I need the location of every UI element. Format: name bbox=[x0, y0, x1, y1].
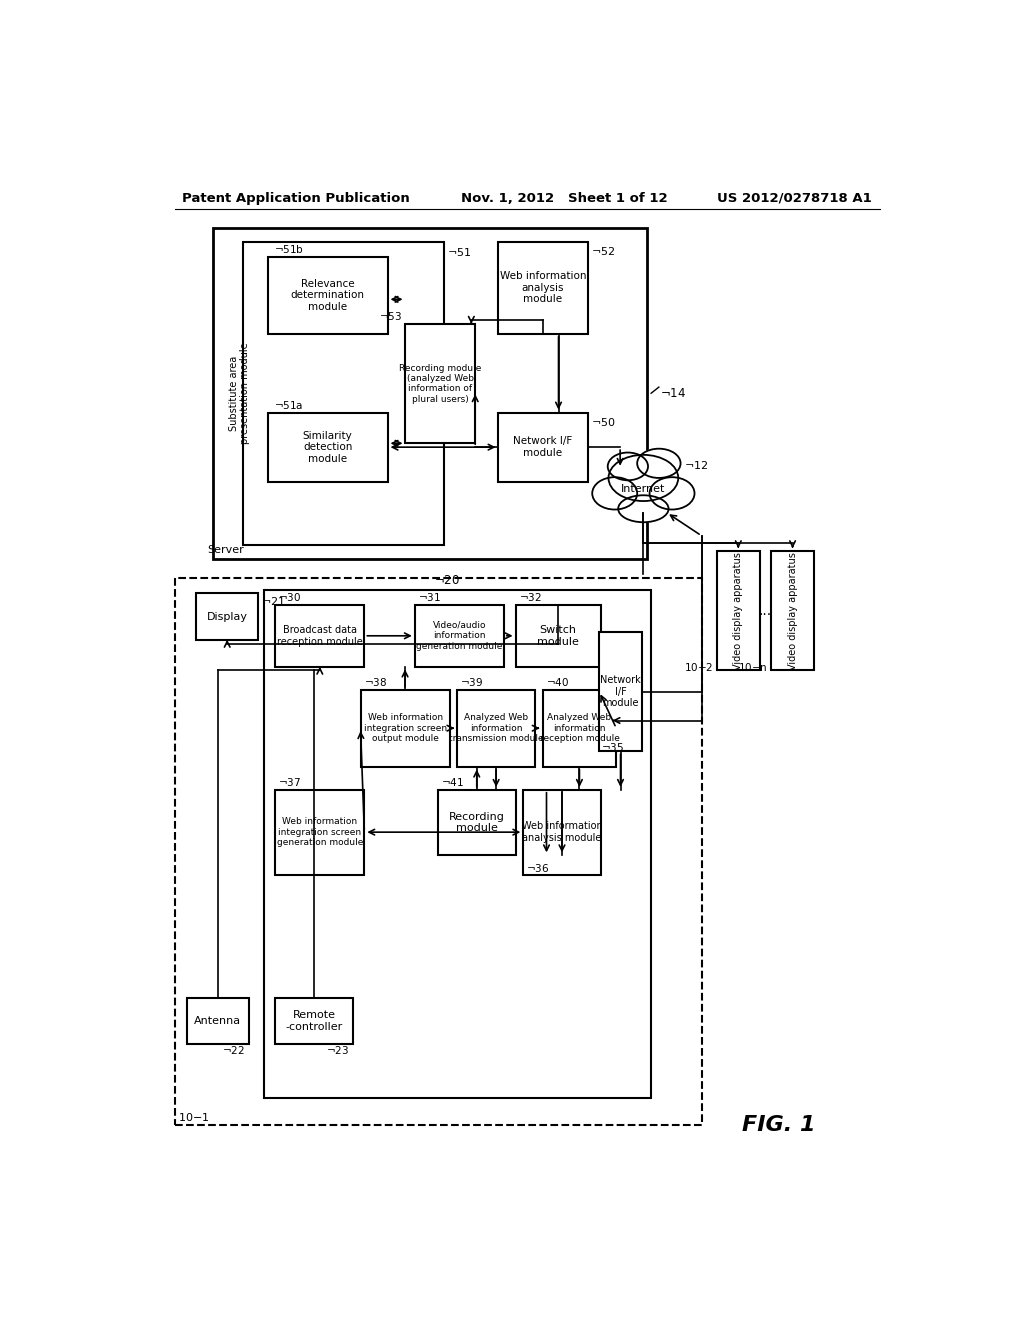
Ellipse shape bbox=[637, 449, 681, 478]
Text: $\neg$51b: $\neg$51b bbox=[273, 243, 304, 255]
Text: $\neg$41: $\neg$41 bbox=[441, 776, 464, 788]
Text: Substitute area
presentation module: Substitute area presentation module bbox=[228, 342, 251, 444]
Bar bbox=[415, 605, 504, 667]
Text: Analyzed Web
information
reception module: Analyzed Web information reception modul… bbox=[540, 713, 620, 743]
Text: $\neg$38: $\neg$38 bbox=[364, 676, 387, 688]
Ellipse shape bbox=[618, 495, 669, 523]
Ellipse shape bbox=[607, 453, 648, 480]
Text: 10$-$n: 10$-$n bbox=[737, 660, 767, 673]
Text: Internet: Internet bbox=[622, 484, 666, 495]
Bar bbox=[515, 605, 601, 667]
Bar bbox=[267, 413, 388, 482]
Text: Similarity
detection
module: Similarity detection module bbox=[303, 430, 352, 463]
Text: 10$-$1: 10$-$1 bbox=[178, 1111, 210, 1123]
Bar bbox=[275, 789, 365, 875]
Text: Web information
analysis module: Web information analysis module bbox=[521, 821, 602, 843]
Text: Web information
integration screen
output module: Web information integration screen outpu… bbox=[364, 713, 446, 743]
Bar bbox=[523, 789, 601, 875]
Bar bbox=[543, 689, 616, 767]
Text: $\neg$52: $\neg$52 bbox=[591, 244, 615, 257]
Bar bbox=[263, 590, 651, 1098]
Text: Network I/F
module: Network I/F module bbox=[513, 437, 572, 458]
Text: $\neg$22: $\neg$22 bbox=[222, 1044, 245, 1056]
Text: $\neg$50: $\neg$50 bbox=[591, 416, 615, 428]
Bar bbox=[275, 998, 352, 1044]
Text: US 2012/0278718 A1: US 2012/0278718 A1 bbox=[717, 191, 872, 205]
Bar bbox=[275, 605, 365, 667]
Text: $\neg$39: $\neg$39 bbox=[461, 676, 483, 688]
Bar bbox=[406, 323, 475, 444]
Text: $\neg$37: $\neg$37 bbox=[279, 776, 301, 788]
Text: $\neg$30: $\neg$30 bbox=[279, 591, 301, 603]
Ellipse shape bbox=[649, 478, 694, 510]
Text: $\neg$35: $\neg$35 bbox=[601, 742, 624, 754]
Text: $\neg$12: $\neg$12 bbox=[684, 459, 709, 471]
Text: Network
I/F
module: Network I/F module bbox=[600, 675, 641, 709]
Text: Broadcast data
reception module: Broadcast data reception module bbox=[276, 624, 362, 647]
Bar bbox=[197, 594, 258, 640]
Text: Remote
-controller: Remote -controller bbox=[286, 1010, 343, 1032]
Text: $\neg$51: $\neg$51 bbox=[447, 247, 472, 259]
Bar bbox=[499, 413, 588, 482]
Text: Switch
module: Switch module bbox=[538, 624, 579, 647]
Bar bbox=[499, 242, 588, 334]
Bar bbox=[267, 257, 388, 334]
Text: $\neg$32: $\neg$32 bbox=[518, 591, 542, 603]
Bar bbox=[599, 632, 642, 751]
Text: Video display apparatus: Video display apparatus bbox=[787, 552, 798, 669]
Bar bbox=[771, 552, 814, 671]
Text: $\neg$23: $\neg$23 bbox=[326, 1044, 349, 1056]
Text: $\neg$14: $\neg$14 bbox=[659, 387, 686, 400]
Text: $\neg$36: $\neg$36 bbox=[526, 862, 550, 874]
Bar bbox=[360, 689, 450, 767]
Text: ...: ... bbox=[759, 603, 772, 618]
Text: Video/audio
information
generation module: Video/audio information generation modul… bbox=[416, 620, 503, 651]
Text: $\neg$20: $\neg$20 bbox=[434, 574, 460, 587]
Text: Video display apparatus: Video display apparatus bbox=[733, 552, 743, 669]
Ellipse shape bbox=[592, 478, 637, 510]
Text: Nov. 1, 2012   Sheet 1 of 12: Nov. 1, 2012 Sheet 1 of 12 bbox=[461, 191, 668, 205]
Text: Display: Display bbox=[207, 611, 248, 622]
Text: 10$-$2: 10$-$2 bbox=[684, 660, 713, 673]
Bar bbox=[438, 789, 515, 855]
Text: Web information
integration screen
generation module: Web information integration screen gener… bbox=[276, 817, 362, 847]
Text: Analyzed Web
information
transmission module: Analyzed Web information transmission mo… bbox=[449, 713, 544, 743]
Text: $\neg$31: $\neg$31 bbox=[418, 591, 440, 603]
Text: Recording module
(analyzed Web
information of
plural users): Recording module (analyzed Web informati… bbox=[399, 363, 481, 404]
Bar bbox=[243, 242, 444, 545]
Text: Patent Application Publication: Patent Application Publication bbox=[182, 191, 410, 205]
Text: Antenna: Antenna bbox=[195, 1016, 242, 1026]
Ellipse shape bbox=[608, 455, 678, 502]
Text: Relevance
determination
module: Relevance determination module bbox=[291, 279, 365, 312]
Text: $\neg$53: $\neg$53 bbox=[379, 310, 401, 322]
Bar bbox=[717, 552, 760, 671]
Bar bbox=[213, 228, 647, 558]
Text: $\neg$21: $\neg$21 bbox=[260, 595, 285, 607]
Text: $\neg$40: $\neg$40 bbox=[546, 676, 569, 688]
Bar bbox=[458, 689, 535, 767]
Text: Server: Server bbox=[207, 545, 244, 554]
Text: Web information
analysis
module: Web information analysis module bbox=[500, 271, 587, 305]
Text: FIG. 1: FIG. 1 bbox=[742, 1115, 816, 1135]
Text: $\neg$51a: $\neg$51a bbox=[273, 399, 303, 411]
Bar bbox=[187, 998, 249, 1044]
Bar bbox=[174, 578, 701, 1125]
Text: Recording
module: Recording module bbox=[449, 812, 505, 833]
